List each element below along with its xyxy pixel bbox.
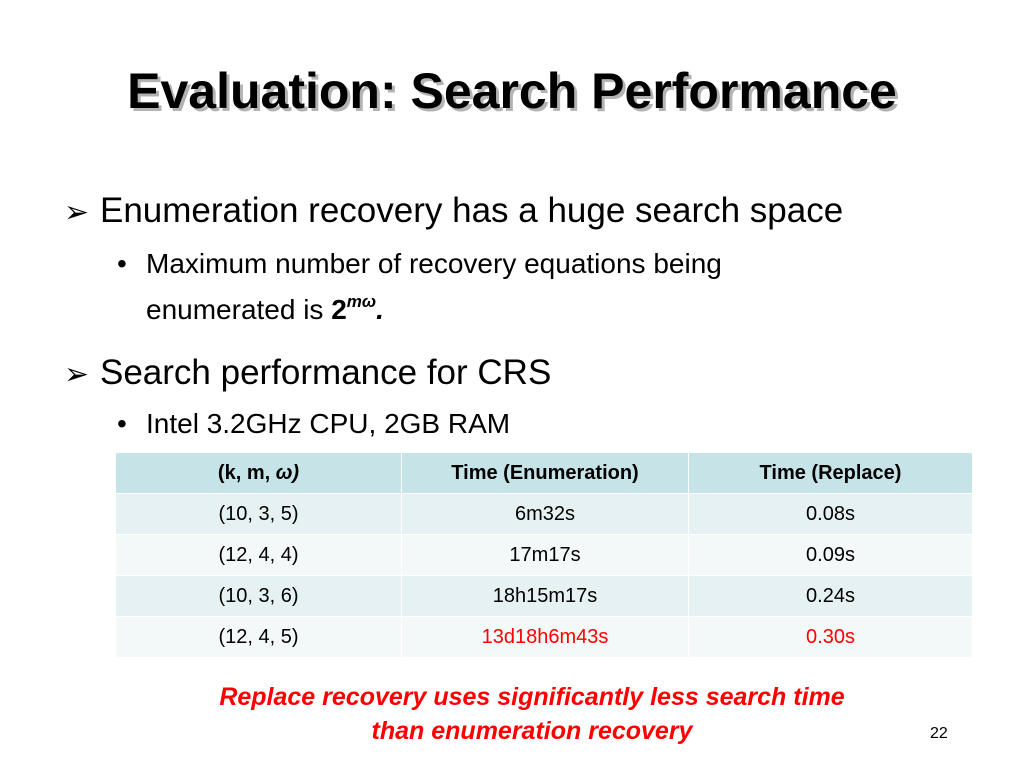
- sub-bullet-line1: Maximum number of recovery equations bei…: [146, 248, 722, 279]
- cell-time-replace: 0.24s: [688, 575, 973, 617]
- conclusion-line2: than enumeration recovery: [371, 717, 693, 745]
- table-row: (10, 3, 6) 18h15m17s 0.24s: [115, 575, 973, 617]
- bullet-enumeration-space: ➢ Enumeration recovery has a huge search …: [64, 190, 843, 234]
- header-parameters: (k, m, ω): [115, 452, 402, 494]
- cell-parameters: (12, 4, 5): [115, 616, 402, 658]
- table-row: (12, 4, 5) 13d18h6m43s 0.30s: [115, 616, 973, 658]
- slide-title: Evaluation: Search Performance: [127, 63, 897, 119]
- cell-parameters: (10, 3, 5): [115, 493, 402, 535]
- cell-time-enumeration: 18h15m17s: [401, 575, 689, 617]
- formula-period: .: [376, 294, 384, 325]
- cell-time-enumeration: 17m17s: [401, 534, 689, 576]
- table-row: (12, 4, 4) 17m17s 0.09s: [115, 534, 973, 576]
- sub-bullet-max-equations: • Maximum number of recovery equations b…: [117, 245, 722, 329]
- formula-base: 2: [331, 294, 347, 325]
- sub-bullet-text: Intel 3.2GHz CPU, 2GB RAM: [146, 408, 511, 439]
- table-header-row: (k, m, ω) Time (Enumeration) Time (Repla…: [115, 452, 973, 494]
- table-row: (10, 3, 5) 6m32s 0.08s: [115, 493, 973, 535]
- arrow-bullet-icon: ➢: [64, 196, 90, 229]
- header-time-replace: Time (Replace): [688, 452, 973, 494]
- cell-time-replace: 0.09s: [688, 534, 973, 576]
- conclusion-note: Replace recovery uses significantly less…: [0, 680, 1024, 748]
- cell-time-enumeration: 6m32s: [401, 493, 689, 535]
- bullet-text: Enumeration recovery has a huge search s…: [100, 191, 844, 230]
- cell-parameters: (12, 4, 4): [115, 534, 402, 576]
- formula-exponent: mω: [346, 292, 377, 311]
- performance-table: (k, m, ω) Time (Enumeration) Time (Repla…: [115, 452, 973, 658]
- bullet-search-performance: ➢ Search performance for CRS: [64, 352, 551, 396]
- sub-bullet-hardware: • Intel 3.2GHz CPU, 2GB RAM: [117, 405, 510, 443]
- dot-bullet-icon: •: [117, 408, 127, 439]
- page-number: 22: [930, 725, 948, 742]
- cell-parameters: (10, 3, 6): [115, 575, 402, 617]
- cell-time-replace: 0.08s: [688, 493, 973, 535]
- cell-time-enumeration-highlight: 13d18h6m43s: [401, 616, 689, 658]
- sub-bullet-line2-prefix: enumerated is: [146, 294, 332, 325]
- arrow-bullet-icon: ➢: [64, 358, 90, 391]
- dot-bullet-icon: •: [117, 248, 127, 279]
- bullet-text: Search performance for CRS: [100, 353, 552, 392]
- header-time-enumeration: Time (Enumeration): [401, 452, 689, 494]
- cell-time-replace-highlight: 0.30s: [688, 616, 973, 658]
- conclusion-line1: Replace recovery uses significantly less…: [219, 683, 845, 711]
